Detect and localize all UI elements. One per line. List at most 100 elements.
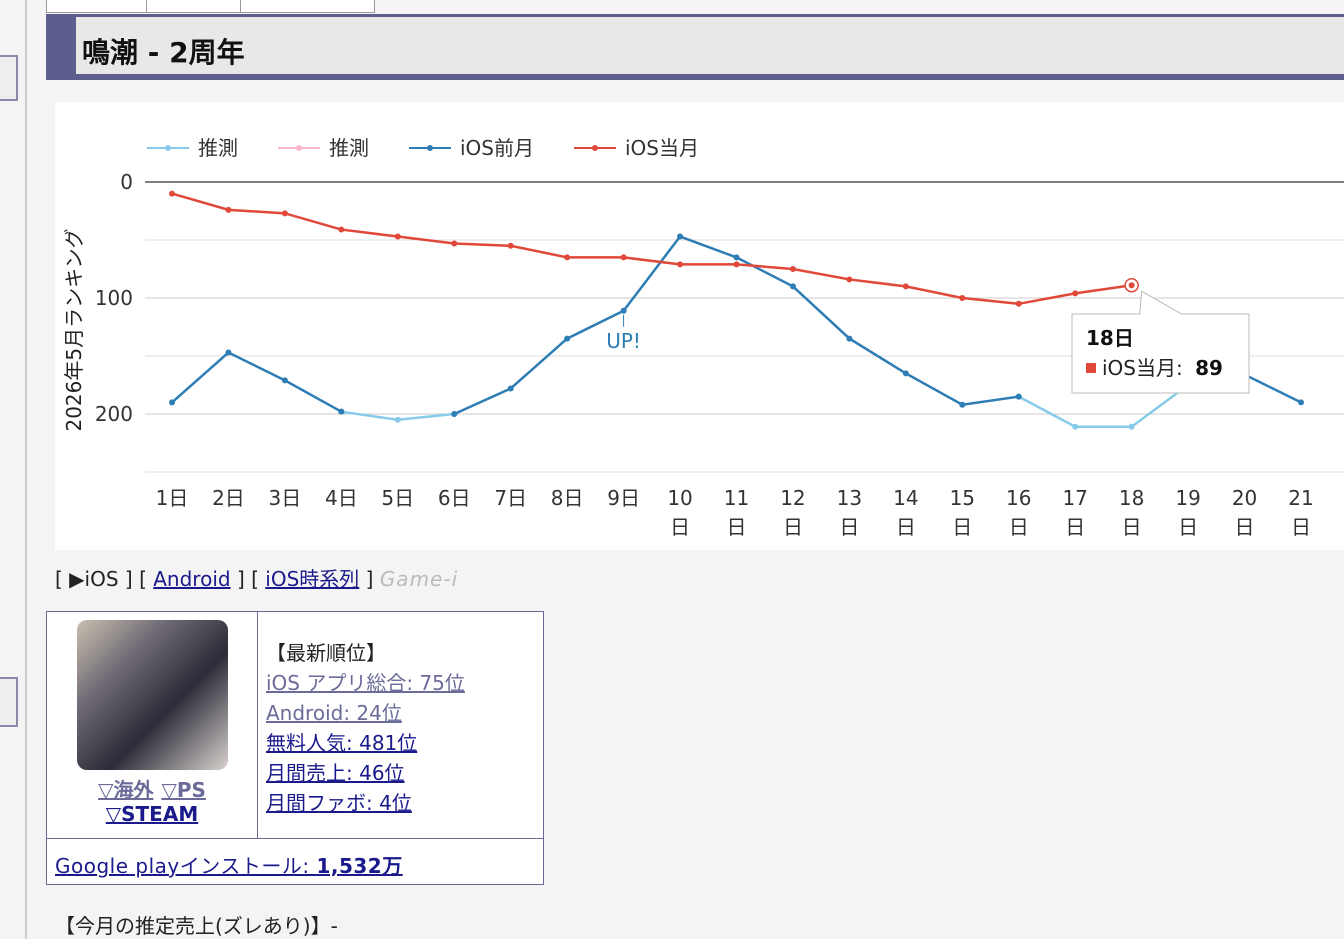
x-tick-label: 20日 — [1231, 486, 1258, 539]
legend-item[interactable]: 推測 — [147, 136, 238, 160]
sidebar — [0, 0, 27, 939]
nav-bracket: ] — [365, 567, 374, 591]
legend-label: 推測 — [198, 136, 238, 160]
revenue-value: - — [330, 914, 338, 938]
nav-bracket: [ — [251, 567, 259, 591]
x-tick-label: 3日 — [268, 486, 302, 510]
rank-link[interactable]: iOS アプリ総合: 75位 — [266, 671, 465, 695]
legend-label: iOS前月 — [460, 136, 534, 160]
x-tick-label: 11日 — [723, 486, 750, 539]
install-value: 1,532万 — [316, 854, 403, 878]
legend-dot — [592, 145, 598, 151]
data-point — [225, 206, 232, 213]
data-point — [1072, 423, 1079, 430]
x-tick-label: 12日 — [780, 486, 806, 539]
x-tick-label: 14日 — [893, 486, 919, 539]
legend-item[interactable]: iOS当月 — [574, 136, 699, 160]
rank-heading: 【最新順位】 — [266, 641, 386, 665]
nav-bracket: ] — [124, 567, 133, 591]
tooltip-title: 18日 — [1086, 326, 1134, 350]
x-tick-label: 10日 — [667, 486, 693, 539]
revenue: 【今月の推定売上(ズレあり)】- — [55, 910, 338, 939]
legend-dot — [296, 145, 302, 151]
y-tick-label: 100 — [95, 286, 133, 310]
x-tick-label: 18日 — [1118, 486, 1145, 539]
page-title: 鳴潮 - 2周年 — [82, 36, 245, 69]
data-point — [959, 295, 966, 301]
header-panel: 鳴潮 - 2周年 — [76, 17, 1344, 74]
legend-label: 推測 — [329, 136, 369, 160]
data-point — [846, 276, 853, 283]
data-point — [564, 335, 571, 342]
info-icon-cell: ▽海外 ▽PS ▽STEAM — [47, 612, 258, 838]
x-tick-label: 5日 — [381, 486, 415, 510]
x-tick-label: 15日 — [949, 486, 976, 539]
rank-link[interactable]: 月間売上: 46位 — [266, 761, 405, 785]
x-tick-label: 9日 — [607, 486, 640, 510]
header: 鳴潮 - 2周年 — [46, 14, 1344, 80]
x-tick-label: 1日 — [155, 486, 189, 510]
data-point — [451, 240, 458, 247]
x-tick-label: 16日 — [1006, 486, 1032, 539]
nav-bracket: ] — [236, 567, 245, 591]
data-point — [789, 283, 796, 290]
rank-link[interactable]: 月間ファボ: 4位 — [266, 791, 412, 815]
nav-bracket: [ — [139, 567, 147, 591]
x-tick-label: 6日 — [437, 486, 471, 510]
nav-link[interactable]: Android — [153, 567, 231, 591]
tab[interactable] — [240, 0, 375, 13]
data-point — [338, 408, 345, 415]
rank-link[interactable]: Android: 24位 — [266, 701, 402, 725]
legend-item[interactable]: 推測 — [278, 136, 369, 160]
y-axis-label: 2026年5月ランキング — [62, 228, 86, 431]
data-point — [1015, 300, 1022, 307]
y-tick-label: 0 — [120, 170, 133, 194]
install-label: Google playインストール: — [55, 854, 317, 878]
data-point — [281, 210, 288, 217]
data-point — [338, 226, 345, 233]
x-tick-label: 2日 — [212, 486, 245, 510]
region-link[interactable]: ▽海外 — [98, 778, 154, 802]
nav-bracket: [ — [55, 567, 63, 591]
data-point — [1015, 393, 1022, 400]
app-icon[interactable] — [77, 620, 228, 770]
nav-link[interactable]: iOS時系列 — [265, 567, 360, 591]
data-point — [733, 254, 740, 261]
data-point — [564, 254, 571, 261]
data-point — [677, 261, 684, 268]
region-link[interactable]: ▽STEAM — [105, 802, 199, 826]
tooltip-label: iOS当月: — [1102, 356, 1189, 380]
data-point — [677, 233, 684, 240]
data-point — [451, 411, 458, 417]
install-row: Google playインストール: 1,532万 — [47, 838, 543, 885]
data-point — [1072, 290, 1079, 297]
y-tick-label: 200 — [95, 402, 133, 426]
data-point — [620, 307, 627, 314]
tooltip-swatch — [1086, 363, 1096, 373]
data-point — [225, 349, 232, 356]
x-tick-label: 4日 — [324, 486, 358, 510]
data-point — [394, 233, 401, 240]
x-tick-label: 13日 — [836, 486, 863, 539]
install-link[interactable]: Google playインストール: 1,532万 — [55, 850, 403, 879]
region-link[interactable]: ▽PS — [161, 778, 206, 802]
legend-dot — [427, 145, 433, 151]
series-line — [171, 192, 1132, 306]
data-point — [281, 377, 288, 384]
data-point — [959, 401, 966, 408]
data-point — [733, 261, 740, 268]
region-links: ▽STEAM — [47, 802, 257, 826]
x-tick-label: 19日 — [1175, 486, 1201, 539]
x-tick-label: 8日 — [550, 486, 584, 510]
nav-source: Game-i — [379, 567, 459, 591]
legend-label: iOS当月 — [625, 136, 699, 160]
data-point — [902, 370, 909, 377]
rank-list: 【最新順位】 iOS アプリ総合: 75位 Android: 24位 無料人気: 4… — [266, 638, 465, 818]
legend-item[interactable]: iOS前月 — [409, 136, 534, 160]
rank-link[interactable]: 無料人気: 481位 — [266, 731, 418, 755]
revenue-label: 【今月の推定売上(ズレあり)】 — [55, 914, 331, 938]
data-point — [789, 266, 796, 272]
annotation: UP! — [606, 329, 641, 353]
data-point — [1128, 423, 1135, 430]
